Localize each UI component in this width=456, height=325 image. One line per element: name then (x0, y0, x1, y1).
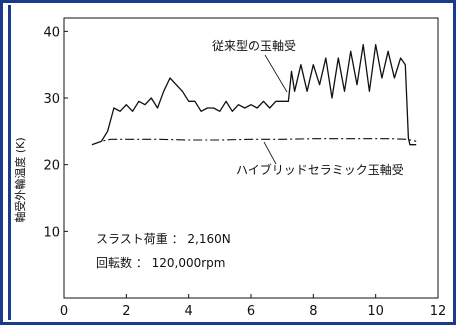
annotation-hybrid: ハイブリッドセラミック玉軸受 (236, 162, 404, 177)
leader-hybrid (263, 141, 277, 165)
annotation-conventional: 従来型の玉軸受 (212, 39, 296, 53)
series-line-hybrid (91, 138, 417, 146)
leader-conventional (264, 54, 288, 93)
x-tick-label: 2 (122, 304, 130, 319)
x-tick-label: 6 (247, 304, 255, 319)
series-layer (91, 44, 417, 146)
x-tick-label: 0 (60, 304, 68, 319)
x-tick-label: 4 (185, 304, 193, 319)
y-tick-label: 10 (43, 225, 60, 240)
y-tick-label: 20 (43, 159, 60, 174)
annotation-load: スラスト荷重 ： 2,160N (96, 232, 231, 246)
annotation-speed: 回転数 ： 120,000rpm (96, 255, 226, 270)
y-tick-label: 30 (43, 92, 60, 107)
y-tick-label: 40 (43, 25, 60, 40)
x-tick-label: 8 (309, 304, 317, 319)
x-tick-label: 10 (367, 304, 384, 319)
axis-ticks: 0 2 4 6 8 10 12 10 20 30 40 (43, 25, 446, 319)
x-tick-label: 12 (430, 304, 447, 319)
series-line-conventional (91, 44, 417, 146)
y-axis-label: 軸受外輪温度 (K) (13, 137, 27, 222)
left-accent-bar (8, 5, 11, 320)
